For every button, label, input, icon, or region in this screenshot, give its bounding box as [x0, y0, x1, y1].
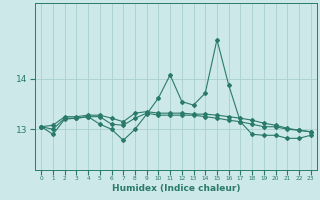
X-axis label: Humidex (Indice chaleur): Humidex (Indice chaleur)	[112, 184, 240, 193]
